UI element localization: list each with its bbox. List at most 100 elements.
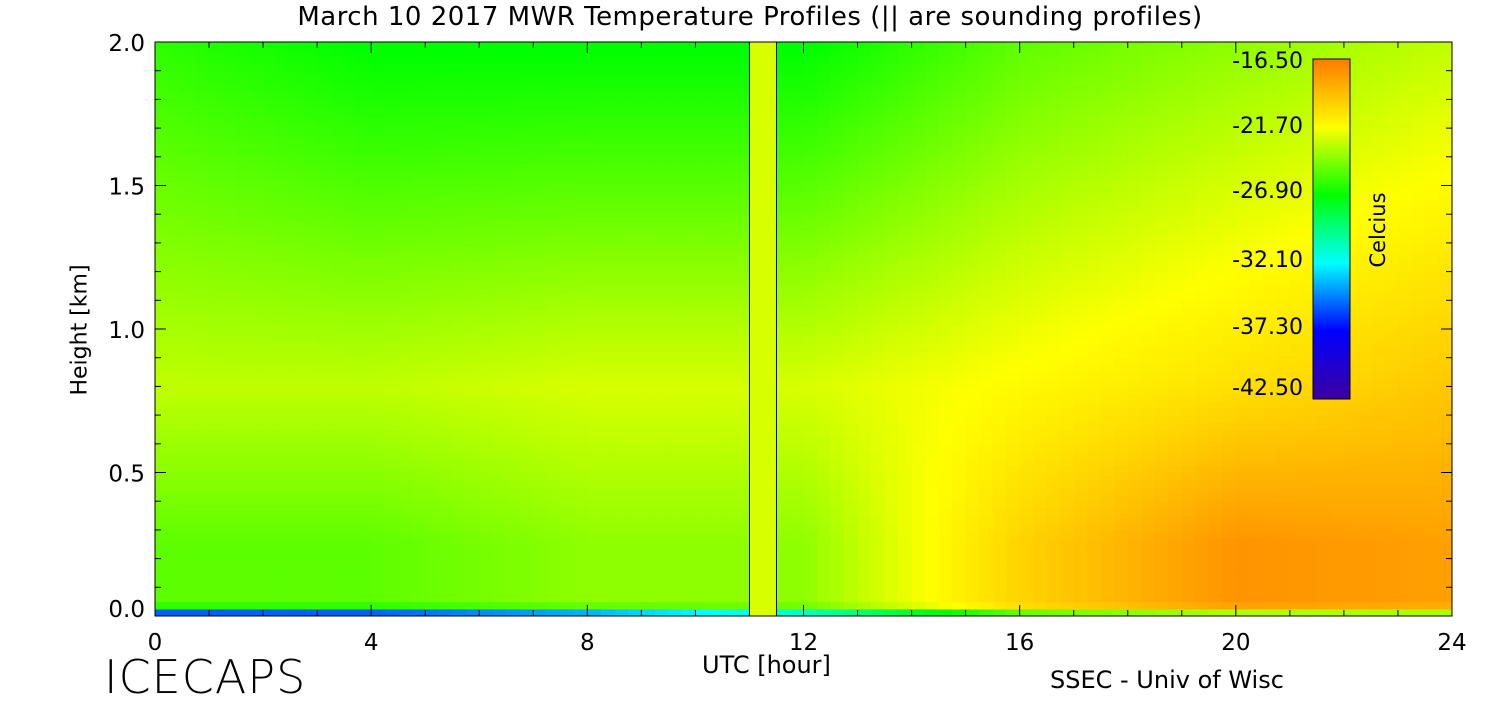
heatmap-cell [263, 508, 278, 517]
heatmap-cell [182, 372, 197, 380]
heatmap-cell [344, 214, 359, 222]
heatmap-cell [817, 235, 832, 244]
heatmap-cell [695, 70, 710, 79]
heatmap-cell [654, 271, 669, 280]
heatmap-cell [857, 400, 872, 409]
heatmap-cell [830, 558, 845, 567]
heatmap-cell [317, 422, 332, 431]
heatmap-cell [735, 472, 751, 481]
heatmap-cell [222, 400, 237, 409]
heatmap-cell [357, 343, 372, 352]
heatmap-cell [249, 465, 264, 474]
heatmap-cell [992, 587, 1007, 596]
heatmap-cell [965, 142, 980, 151]
heatmap-cell [992, 436, 1007, 445]
heatmap-cell [776, 192, 791, 201]
heatmap-cell [965, 314, 980, 323]
heatmap-cell [600, 343, 615, 352]
heatmap-cell [898, 407, 913, 416]
heatmap-cell [857, 264, 872, 273]
heatmap-cell [506, 178, 521, 187]
heatmap-cell [844, 458, 859, 466]
heatmap-cell [411, 350, 426, 359]
heatmap-cell [830, 479, 845, 488]
heatmap-cell [533, 450, 548, 459]
heatmap-cell [817, 257, 832, 266]
heatmap-cell [533, 343, 548, 352]
heatmap-cell [506, 443, 521, 452]
heatmap-cell [695, 49, 710, 57]
heatmap-cell [925, 594, 940, 603]
heatmap-cell [803, 278, 818, 287]
heatmap-cell [965, 594, 980, 603]
heatmap-cell [263, 458, 278, 466]
heatmap-cell [195, 285, 210, 294]
heatmap-cell [452, 250, 467, 258]
heatmap-cell [357, 551, 372, 560]
heatmap-cell [587, 242, 602, 251]
heatmap-cell [317, 429, 332, 438]
heatmap-cell [952, 128, 967, 136]
heatmap-cell [979, 486, 994, 495]
heatmap-cell [465, 379, 480, 387]
heatmap-cell [587, 422, 602, 431]
heatmap-cell [668, 508, 683, 517]
heatmap-cell [155, 271, 170, 280]
heatmap-cell [168, 372, 183, 380]
heatmap-cell [209, 214, 224, 222]
heatmap-cell [735, 508, 751, 517]
heatmap-cell [708, 515, 724, 524]
heatmap-cell [357, 250, 372, 258]
heatmap-cell [573, 529, 588, 538]
heatmap-cell [681, 429, 697, 438]
heatmap-cell [708, 235, 724, 244]
heatmap-cell [560, 336, 575, 344]
heatmap-cell [222, 199, 237, 208]
heatmap-cell [492, 479, 507, 488]
heatmap-cell [479, 250, 494, 258]
heatmap-cell [290, 350, 305, 359]
heatmap-cell [708, 242, 724, 251]
heatmap-cell [398, 128, 413, 136]
heatmap-cell [195, 343, 210, 352]
heatmap-cell [789, 70, 805, 79]
heatmap-cell [979, 429, 994, 438]
heatmap-cell [195, 264, 210, 273]
heatmap-cell [654, 357, 669, 366]
heatmap-cell [411, 228, 426, 237]
heatmap-cell [276, 494, 291, 502]
heatmap-cell [614, 128, 629, 136]
heatmap-cell [425, 242, 440, 251]
heatmap-cell [492, 85, 507, 93]
heatmap-cell [411, 558, 426, 567]
heatmap-cell [641, 264, 656, 273]
heatmap-cell [587, 501, 602, 509]
heatmap-cell [965, 529, 980, 538]
heatmap-cell [979, 257, 994, 266]
heatmap-cell [479, 307, 494, 316]
heatmap-cell [911, 264, 926, 273]
heatmap-cell [222, 321, 237, 330]
heatmap-cell [195, 436, 210, 445]
heatmap-cell [803, 537, 818, 545]
heatmap-cell [830, 77, 845, 86]
heatmap-cell [979, 494, 994, 502]
heatmap-cell [857, 178, 872, 187]
heatmap-cell [452, 307, 467, 316]
heatmap-cell [884, 393, 899, 402]
heatmap-cell [695, 501, 710, 509]
heatmap-cell [573, 400, 588, 409]
heatmap-cell [263, 49, 278, 57]
heatmap-cell [573, 379, 588, 387]
heatmap-cell [884, 185, 899, 194]
heatmap-cell [965, 336, 980, 344]
heatmap-cell [182, 429, 197, 438]
heatmap-cell [708, 587, 724, 596]
heatmap-cell [627, 601, 642, 610]
heatmap-cell [384, 293, 399, 301]
heatmap-cell [965, 486, 980, 495]
heatmap-cell [168, 149, 183, 158]
heatmap-cell [668, 70, 683, 79]
heatmap-cell [209, 264, 224, 273]
heatmap-cell [411, 149, 426, 158]
